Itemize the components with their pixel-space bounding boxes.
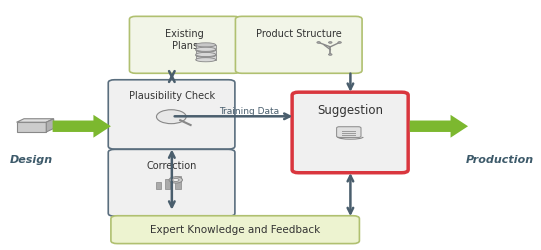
FancyBboxPatch shape (337, 127, 361, 138)
Ellipse shape (196, 43, 216, 47)
Text: Suggestion: Suggestion (317, 104, 383, 117)
Circle shape (173, 178, 179, 182)
Circle shape (328, 54, 332, 55)
Bar (165, 179, 170, 189)
Circle shape (317, 42, 320, 43)
FancyBboxPatch shape (196, 55, 216, 60)
Circle shape (328, 42, 332, 43)
Text: Production: Production (466, 155, 534, 165)
Text: Expert Knowledge and Feedback: Expert Knowledge and Feedback (150, 225, 320, 235)
Polygon shape (410, 115, 468, 138)
Polygon shape (17, 122, 47, 132)
Bar (175, 176, 181, 189)
Circle shape (156, 110, 186, 124)
Text: Plausibility Check: Plausibility Check (129, 92, 215, 102)
Polygon shape (52, 115, 111, 138)
FancyBboxPatch shape (129, 16, 240, 73)
Bar (156, 182, 161, 189)
Ellipse shape (196, 58, 216, 62)
Ellipse shape (196, 53, 216, 57)
Ellipse shape (196, 48, 216, 52)
FancyBboxPatch shape (111, 216, 359, 244)
FancyBboxPatch shape (196, 45, 216, 49)
Text: Training Data: Training Data (219, 107, 279, 116)
FancyBboxPatch shape (108, 80, 235, 149)
FancyBboxPatch shape (108, 149, 235, 216)
Text: Product Structure: Product Structure (256, 29, 341, 39)
Ellipse shape (196, 47, 216, 51)
Polygon shape (47, 119, 54, 132)
Circle shape (169, 177, 182, 183)
Circle shape (338, 42, 341, 43)
FancyBboxPatch shape (196, 50, 216, 54)
FancyBboxPatch shape (235, 16, 362, 73)
FancyBboxPatch shape (292, 92, 408, 173)
Text: Design: Design (10, 155, 53, 165)
Text: Correction: Correction (147, 161, 197, 171)
Text: Existing
Plans: Existing Plans (166, 29, 204, 51)
Polygon shape (17, 119, 54, 122)
Ellipse shape (196, 52, 216, 56)
